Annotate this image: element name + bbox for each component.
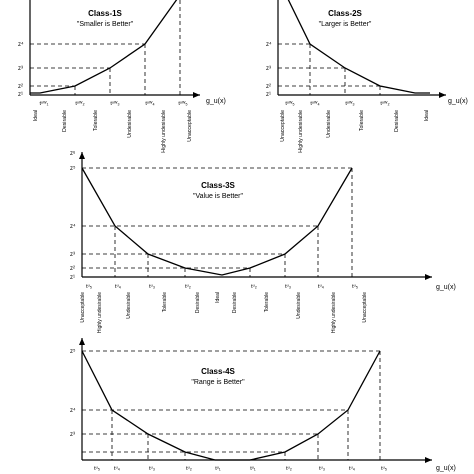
category-label: Undesirable	[126, 292, 132, 319]
z-label: z⁴	[266, 41, 272, 48]
z-label: z⁴	[70, 223, 76, 230]
t-label: tᵘ₄	[318, 284, 325, 290]
t-label: tᵘ₅	[352, 284, 358, 290]
axis-label: g_u(x)	[436, 465, 456, 472]
category-label: Highly undesirable	[298, 110, 304, 153]
t-label: tᵘᵂ₅	[178, 100, 187, 107]
category-label: Desirable	[232, 292, 238, 313]
t-label: tᵘ₃	[285, 284, 291, 290]
function-curve	[30, 0, 178, 94]
t-label: tᵘᵂ₄	[310, 100, 320, 107]
category-label: Highly undesirable	[97, 292, 103, 333]
panel-class-4s: z³ z⁴ z⁵ Class-4S "Range is Better" tᵘ₅ …	[70, 338, 456, 472]
axis-label: g_u(x)	[448, 98, 468, 105]
t-label: tᵘ₃	[319, 466, 325, 472]
category-label: Unacceptable	[80, 292, 86, 323]
category-label: Highly undesirable	[161, 110, 167, 153]
t-label: tᵘ₄	[115, 284, 122, 290]
y-axis-label: zᵘ	[70, 151, 75, 157]
t-label: tᵘᵂ₃	[110, 100, 119, 107]
z-label: z²	[266, 84, 271, 90]
category-label: Undesirable	[326, 110, 332, 138]
panel-subtitle: "Range is Better"	[191, 379, 245, 386]
function-curve	[81, 167, 353, 276]
category-label: Unacceptable	[280, 110, 286, 142]
panel-title: Class-3S	[201, 181, 235, 190]
category-label: Ideal	[215, 292, 221, 303]
function-curve	[287, 0, 430, 94]
z-label: z³	[266, 66, 271, 72]
z-label: z⁴	[18, 41, 24, 48]
t-label: tᵘ₂	[251, 284, 257, 290]
category-label: Undesirable	[296, 292, 302, 319]
category-label: Tolerable	[264, 292, 270, 313]
panel-subtitle: "Smaller is Better"	[77, 21, 134, 28]
category-label: Tolerable	[162, 292, 168, 313]
t-label: tᵘ₃	[149, 466, 155, 472]
z-label: z⁵	[70, 165, 76, 172]
panel-title: Class-1S	[88, 9, 122, 18]
t-label: tᵘ₅	[94, 466, 100, 472]
panel-subtitle: "Value is Better"	[193, 193, 243, 200]
t-label: tᵘᵂ₁	[40, 100, 49, 107]
z-label: z¹	[266, 92, 271, 98]
function-curve	[81, 350, 381, 461]
t-label: tᵘ₃	[149, 284, 155, 290]
z-label: z¹	[70, 275, 75, 281]
z-label: z²	[18, 84, 23, 90]
category-label: Unacceptable	[187, 110, 193, 142]
t-label: tᵘ₁	[215, 466, 221, 472]
z-label: z³	[18, 66, 23, 72]
axis-label: g_u(x)	[206, 98, 226, 105]
z-label: z³	[70, 252, 75, 258]
t-label: tᵘᵂ₂	[380, 100, 389, 107]
panel-class-1s: z¹ z² z³ z⁴ Class-1S "Smaller is Better"…	[18, 0, 226, 153]
category-label: Ideal	[424, 110, 430, 121]
z-label: z³	[70, 432, 75, 438]
t-label: tᵘᵂ₅	[285, 100, 294, 107]
panel-class-3s: zᵘ z¹ z² z³ z⁴ z⁵ Class-3S "Value is Bet…	[70, 151, 456, 333]
category-label: Highly undesirable	[331, 292, 337, 333]
t-label: tᵘ₂	[185, 284, 191, 290]
category-label: Tolerable	[93, 110, 99, 131]
t-label: tᵘᵂ₂	[75, 100, 84, 107]
t-label: tᵘ₂	[186, 466, 192, 472]
t-label: tᵘ₄	[349, 466, 356, 472]
t-label: tᵘᵂ₃	[345, 100, 354, 107]
category-label: Tolerable	[359, 110, 365, 131]
category-label: Unacceptable	[362, 292, 368, 323]
z-label: z⁴	[70, 407, 76, 414]
t-label: tᵘ₄	[114, 466, 121, 472]
category-label: Ideal	[33, 110, 39, 121]
t-label: tᵘ₂	[286, 466, 292, 472]
t-label: tᵘ₅	[86, 284, 92, 290]
panel-class-2s: z¹ z² z³ z⁴ Class-2S "Larger is Better" …	[266, 0, 468, 153]
z-label: z¹	[18, 92, 23, 98]
category-label: Undesirable	[127, 110, 133, 138]
category-label: Desirable	[394, 110, 400, 132]
axis-label: g_u(x)	[436, 284, 456, 291]
t-label: tᵘ₁	[250, 466, 256, 472]
z-label: z⁵	[70, 348, 76, 355]
t-label: tᵘᵂ₄	[145, 100, 155, 107]
category-label: Desirable	[62, 110, 68, 132]
z-label: z²	[70, 266, 75, 272]
panel-title: Class-4S	[201, 367, 235, 376]
panel-subtitle: "Larger is Better"	[319, 21, 372, 28]
t-label: tᵘ₅	[381, 466, 387, 472]
panel-title: Class-2S	[328, 9, 362, 18]
category-label: Desirable	[195, 292, 201, 313]
